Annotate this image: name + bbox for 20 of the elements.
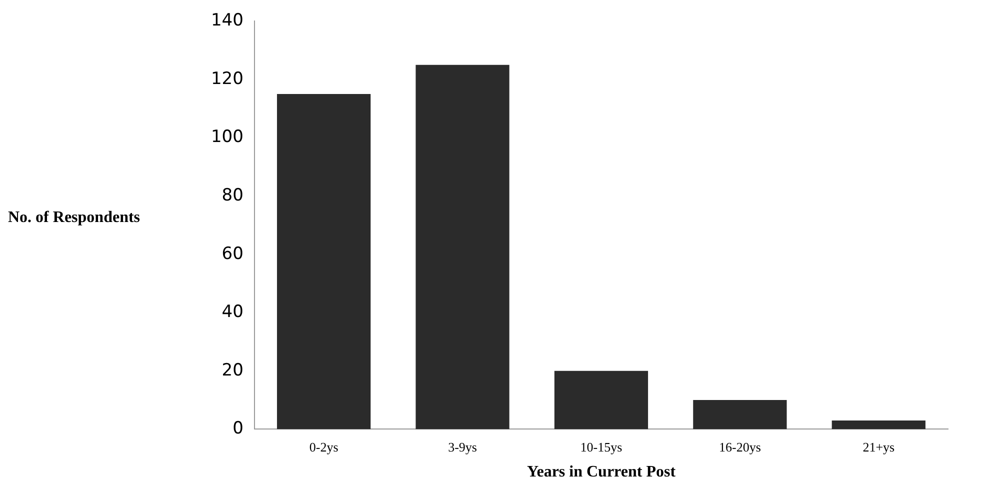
y-tick-label: 100: [210, 127, 244, 148]
y-tick-label: 20: [222, 360, 244, 380]
x-tick-label: 21+ys: [862, 439, 895, 454]
y-tick-label: 40: [222, 302, 244, 322]
x-axis-title: Years in Current Post: [526, 464, 676, 481]
bar: [693, 400, 787, 430]
y-tick-label: 60: [222, 244, 244, 264]
x-tick-label: 10-15ys: [580, 439, 622, 454]
x-tick-label: 3-9ys: [448, 439, 477, 454]
x-tick-label: 0-2ys: [309, 439, 338, 454]
y-axis-title: No. of Respondents: [8, 208, 142, 228]
y-tick-label: 80: [222, 185, 244, 206]
bar: [276, 94, 371, 430]
y-tick-label: 140: [210, 10, 244, 31]
y-tick-label: 120: [210, 68, 244, 89]
y-tick-label: 0: [232, 418, 244, 439]
bar: [832, 420, 926, 430]
x-tick-label: 16-20ys: [718, 439, 761, 454]
bar: [416, 64, 510, 430]
bar: [554, 370, 648, 430]
